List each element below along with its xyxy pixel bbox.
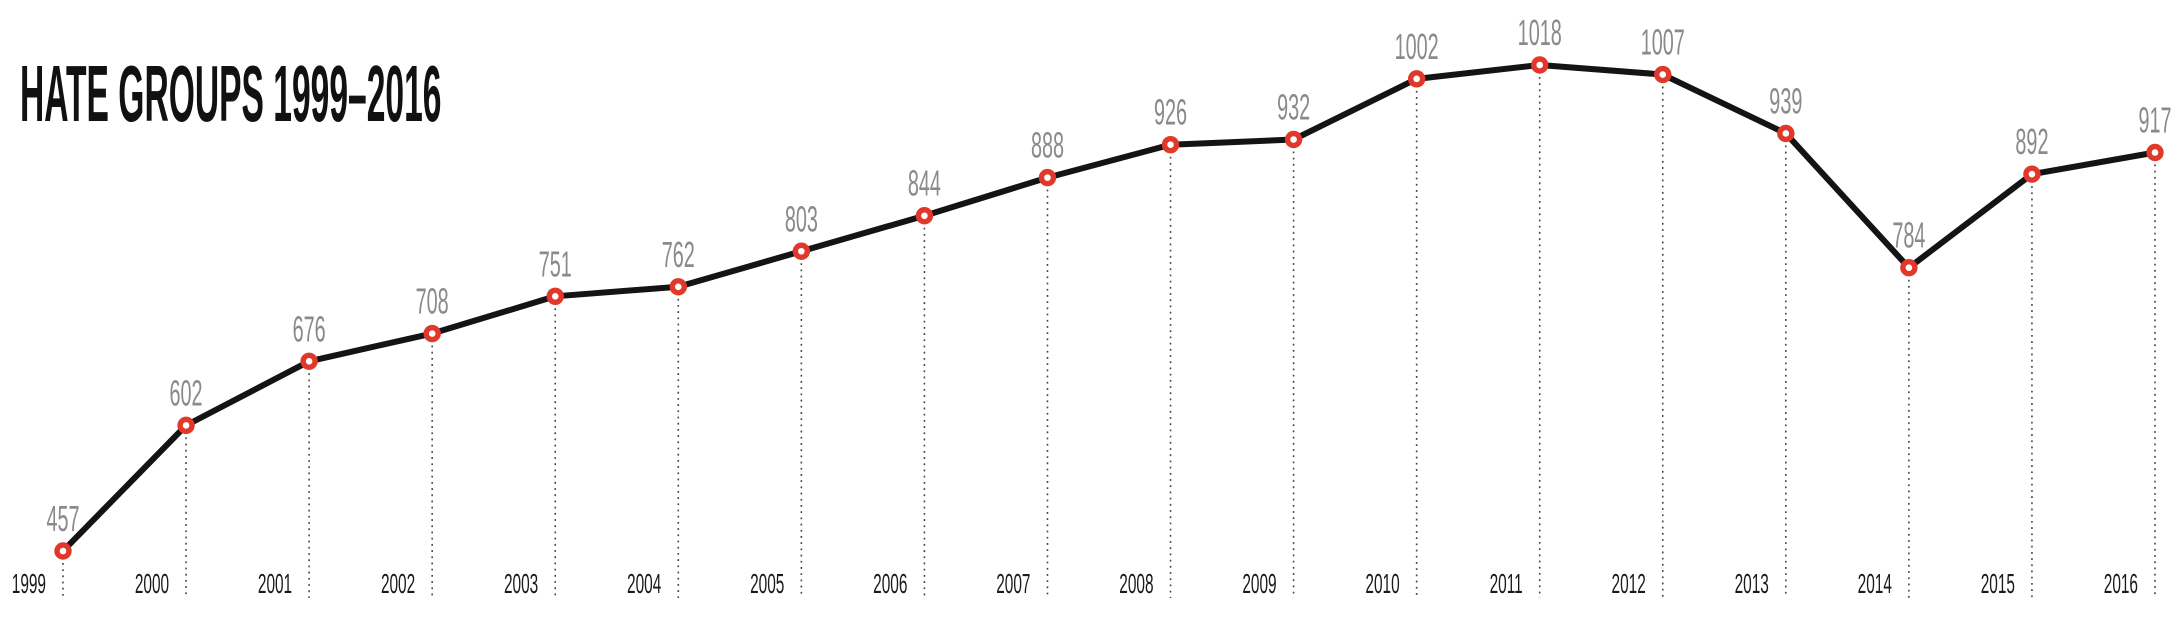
data-point-marker: [546, 287, 564, 306]
value-label: 676: [293, 310, 326, 350]
year-tick-label: 2016: [2104, 568, 2138, 599]
value-label: 803: [785, 200, 818, 240]
year-tick-label: 2005: [750, 568, 784, 599]
data-point-marker: [1900, 259, 1918, 277]
data-point-marker: [1284, 130, 1303, 149]
data-point-marker: [54, 542, 72, 560]
data-point-marker: [792, 242, 811, 260]
year-tick-label: 2008: [1119, 568, 1153, 599]
value-label: 602: [170, 374, 203, 414]
data-point-marker: [1038, 168, 1057, 187]
year-tick-label: 2006: [873, 568, 907, 599]
year-tick-label: 2011: [1490, 568, 1523, 599]
year-tick-label: 2009: [1242, 568, 1276, 599]
year-tick-label: 2007: [996, 568, 1030, 599]
year-tick-label: 1999: [12, 568, 46, 599]
data-point-marker: [1777, 124, 1795, 143]
value-label: 888: [1031, 127, 1064, 167]
year-tick-label: 2002: [381, 568, 415, 599]
data-point-marker: [300, 352, 318, 370]
value-label: 708: [416, 283, 449, 323]
value-label: 917: [2138, 102, 2171, 142]
year-tick-label: 2013: [1735, 568, 1769, 599]
data-point-marker: [177, 416, 195, 435]
value-label: 751: [539, 245, 572, 285]
year-tick-label: 2001: [258, 568, 292, 599]
data-point-marker: [2146, 143, 2164, 162]
value-label: 1018: [1518, 14, 1562, 54]
year-tick-label: 2014: [1858, 568, 1892, 599]
value-label: 892: [2015, 123, 2048, 163]
value-label: 844: [908, 165, 941, 205]
data-point-marker: [669, 278, 687, 296]
chart-title: HATE GROUPS 1999–2016: [20, 49, 442, 138]
value-label: 457: [46, 500, 79, 540]
year-tick-label: 2003: [504, 568, 538, 599]
data-point-marker: [1654, 65, 1672, 84]
data-point-marker: [915, 207, 934, 225]
value-label: 932: [1277, 89, 1310, 129]
value-label: 926: [1154, 94, 1187, 134]
data-point-marker: [423, 324, 441, 343]
data-point-marker: [1407, 70, 1426, 88]
value-label: 784: [1892, 217, 1925, 257]
value-label: 1007: [1641, 24, 1685, 64]
year-tick-label: 2000: [135, 568, 169, 599]
data-point-marker: [2023, 165, 2041, 183]
year-tick-label: 2015: [1981, 568, 2015, 599]
data-point-marker: [1531, 56, 1549, 74]
year-tick-label: 2012: [1612, 568, 1646, 599]
year-tick-label: 2004: [627, 568, 661, 599]
value-label: 762: [662, 236, 695, 276]
value-label: 939: [1769, 82, 1802, 122]
value-label: 1002: [1395, 28, 1439, 68]
data-point-marker: [1161, 136, 1180, 154]
trend-line: [60, 62, 2158, 554]
year-tick-label: 2010: [1365, 568, 1399, 599]
